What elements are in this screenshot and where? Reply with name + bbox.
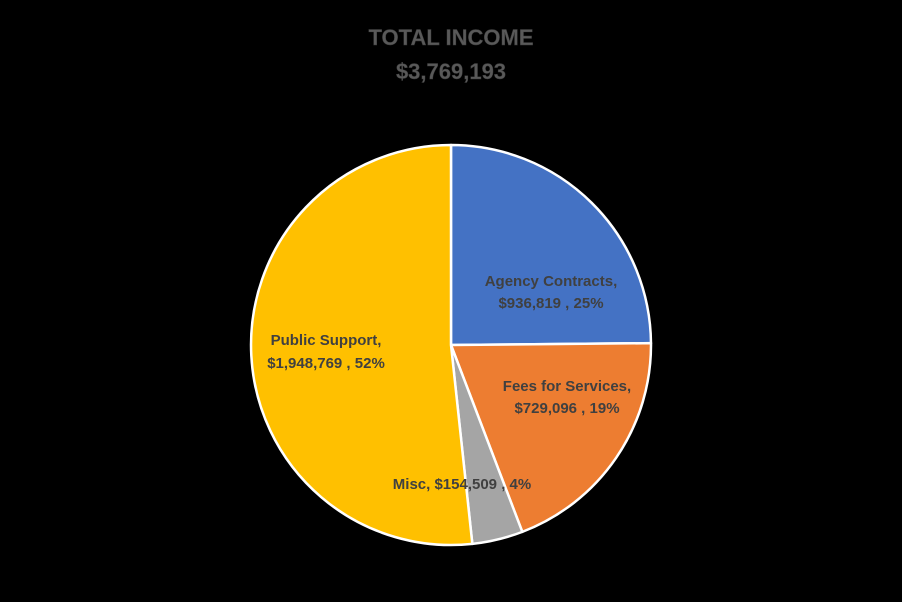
slice-label-agency-contracts-line2: $936,819 , 25% xyxy=(498,295,603,312)
slice-label-misc: Misc, $154,509 , 4% xyxy=(393,476,531,493)
pie-labels: Agency Contracts, $936,819 , 25% Fees fo… xyxy=(267,273,631,493)
slice-label-fees-for-services-line1: Fees for Services, xyxy=(503,378,631,395)
slice-label-public-support-line1: Public Support, xyxy=(271,332,382,349)
chart-title: TOTAL INCOME xyxy=(369,25,534,50)
slice-label-public-support-line2: $1,948,769 , 52% xyxy=(267,355,385,372)
slice-label-fees-for-services-line2: $729,096 , 19% xyxy=(514,400,619,417)
pie-slices xyxy=(249,143,653,547)
slice-label-agency-contracts-line1: Agency Contracts, xyxy=(485,273,618,290)
pie-slice-agency-contracts xyxy=(449,143,653,347)
chart-subtitle: $3,769,193 xyxy=(396,59,506,84)
pie-slice-public-support xyxy=(249,143,474,547)
pie-slice-fees-for-services xyxy=(449,341,653,534)
